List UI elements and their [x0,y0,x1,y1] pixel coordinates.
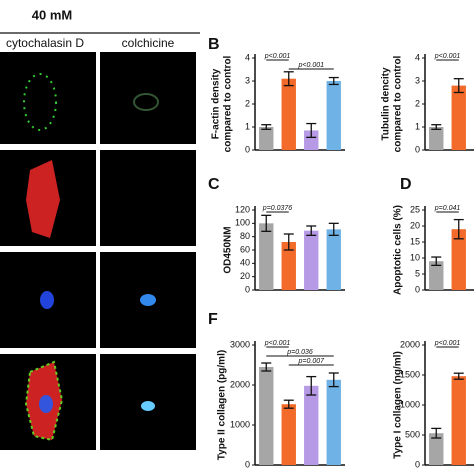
y-tick-label: 0 [415,284,420,294]
y-axis-label: F-actin density [211,68,222,139]
p-value: p<0.001 [298,62,325,69]
error-bar [283,233,294,251]
bar [326,81,341,150]
y-tick-label: 1000 [400,399,420,409]
p-value: p<0.001 [434,340,461,347]
y-tick-label: 0 [245,144,250,154]
column-header: colchicine [122,36,175,50]
column-header: cytochalasin D [6,36,84,50]
p-value: p<0.001 [264,340,291,347]
y-tick-label: 1000 [230,419,250,429]
concentration-label: 40 mM [32,7,72,22]
bar [429,433,444,465]
error-bar [306,122,317,139]
y-tick-label: 100 [235,218,250,228]
y-tick-label: 1500 [400,369,420,379]
bar [259,127,274,150]
bar [451,229,466,290]
error-bar [453,78,464,94]
y-tick-label: 80 [240,231,250,241]
y-tick-label: 2 [245,98,250,108]
error-bar [306,225,317,236]
y-tick-label: 60 [240,244,250,254]
y-axis-label: compared to control [393,55,404,152]
error-bar [261,124,272,130]
y-tick-label: 20 [240,271,250,281]
y-tick-label: 0 [245,459,250,469]
error-bar [328,372,339,388]
y-tick-label: 3000 [230,339,250,349]
y-axis-label: Apoptotic cells (%) [393,205,404,295]
y-tick-label: 10 [410,252,420,262]
error-bar [431,256,442,267]
y-tick-label: 4 [415,52,420,62]
bar [304,230,319,290]
y-tick-label: 15 [410,236,420,246]
y-axis-label: Type I collagen (ng/ml) [393,351,404,459]
panel-label: D [400,176,412,193]
error-bar [306,375,317,396]
error-bar [328,76,339,86]
p-value: p=0.036 [286,349,313,356]
bar [281,78,296,150]
p-value: p=0.007 [298,358,326,365]
y-tick-label: 2 [415,98,420,108]
bar [429,261,444,290]
bar [259,223,274,290]
bar [304,385,319,465]
y-tick-label: 1 [415,121,420,131]
y-tick-label: 4 [245,52,250,62]
y-tick-label: 3 [415,75,420,85]
bar [304,130,319,150]
y-axis-label: Type II collagen (pg/ml) [217,350,228,460]
y-tick-label: 40 [240,258,250,268]
error-bar [431,427,442,439]
y-tick-label: 120 [235,204,250,214]
error-bar [453,372,464,380]
y-tick-label: 25 [410,204,420,214]
y-tick-label: 1 [245,121,250,131]
error-bar [431,124,442,130]
bar [326,229,341,290]
panel-label: F [208,311,218,328]
p-value: p<0.001 [434,53,461,60]
y-axis-label: OD450NM [223,226,234,273]
error-bar [261,214,272,232]
p-value: p=0.041 [434,205,461,212]
y-tick-label: 5 [415,268,420,278]
bar [429,127,444,150]
p-value: p<0.001 [264,53,291,60]
bar [281,404,296,465]
error-bar [283,399,294,409]
y-axis-label: compared to control [223,55,234,152]
error-bar [453,218,464,240]
y-tick-label: 0 [415,459,420,469]
error-bar [283,71,294,87]
y-axis-label: Tubulin dencity [381,67,392,141]
micrographs [0,52,196,450]
p-value: p=0.0376 [262,205,292,212]
bar [326,379,341,465]
panel-label: B [208,36,220,53]
y-tick-label: 500 [405,429,420,439]
bar [451,376,466,465]
error-bar [261,362,272,372]
bar [281,242,296,290]
y-tick-label: 3 [245,75,250,85]
panel-label: C [208,176,220,193]
error-bar [328,222,339,236]
y-tick-label: 2000 [400,339,420,349]
y-tick-label: 2000 [230,379,250,389]
y-tick-label: 20 [410,220,420,230]
bar [259,367,274,465]
bar [451,85,466,150]
y-tick-label: 0 [415,144,420,154]
y-tick-label: 0 [245,284,250,294]
